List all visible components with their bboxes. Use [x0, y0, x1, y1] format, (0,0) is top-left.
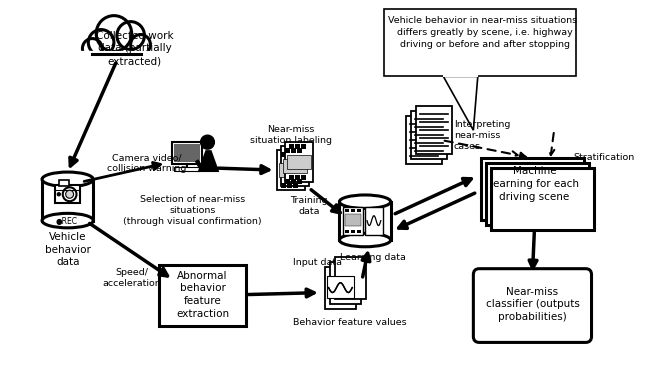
Bar	[174, 144, 200, 162]
Bar	[291, 148, 296, 153]
FancyBboxPatch shape	[473, 269, 592, 342]
Bar	[365, 207, 383, 235]
Circle shape	[131, 35, 150, 54]
Text: Near-miss
classifier (outputs
probabilities): Near-miss classifier (outputs probabilit…	[486, 286, 579, 322]
Bar	[345, 230, 349, 233]
Circle shape	[96, 16, 132, 51]
Bar	[384, 9, 577, 76]
Bar	[351, 209, 355, 211]
Text: Selection of near-miss
situations
(through visual confirmation): Selection of near-miss situations (throu…	[124, 195, 262, 226]
Bar	[285, 179, 290, 184]
Text: Machine
learning for each
driving scene: Machine learning for each driving scene	[490, 166, 579, 202]
Bar	[297, 179, 302, 184]
Ellipse shape	[42, 172, 93, 186]
Bar	[481, 158, 584, 220]
Bar	[491, 168, 594, 230]
Bar	[281, 146, 309, 186]
Bar	[339, 202, 391, 240]
Text: Input data: Input data	[293, 258, 343, 267]
Bar	[281, 152, 286, 157]
Bar	[289, 144, 294, 149]
Bar	[280, 163, 303, 177]
Bar	[159, 265, 246, 326]
Bar	[172, 142, 202, 164]
Text: Camera video/
collision warning: Camera video/ collision warning	[107, 153, 186, 173]
Bar	[327, 276, 354, 298]
Bar	[357, 230, 361, 233]
Circle shape	[201, 135, 214, 149]
Circle shape	[57, 193, 60, 196]
Bar	[287, 155, 311, 169]
Circle shape	[117, 22, 144, 50]
Bar	[411, 111, 447, 159]
Text: Training
data: Training data	[290, 196, 328, 216]
Bar	[283, 159, 307, 173]
Bar	[293, 152, 298, 157]
Bar	[278, 150, 305, 190]
Bar	[293, 183, 298, 188]
Bar	[343, 207, 363, 235]
Text: Speed/
acceleration: Speed/ acceleration	[102, 268, 161, 288]
Bar	[345, 209, 349, 211]
Bar	[287, 183, 292, 188]
Text: Vehicle
behavior
data: Vehicle behavior data	[45, 232, 90, 267]
Bar	[281, 183, 286, 188]
Bar	[287, 152, 292, 157]
Text: Vehicle behavior in near-miss situations
  differs greatly by scene, i.e. highwa: Vehicle behavior in near-miss situations…	[387, 16, 577, 49]
Bar	[351, 230, 355, 233]
Bar	[58, 180, 69, 186]
Bar	[324, 267, 356, 308]
Text: Abnormal
behavior
feature
extraction: Abnormal behavior feature extraction	[176, 271, 229, 319]
Ellipse shape	[42, 213, 93, 228]
Bar	[174, 167, 200, 171]
Circle shape	[88, 29, 114, 56]
Bar	[301, 175, 306, 180]
Ellipse shape	[339, 233, 391, 247]
Text: Collected work
data (partially
extracted): Collected work data (partially extracted…	[96, 31, 174, 66]
Ellipse shape	[339, 195, 391, 209]
Bar	[285, 148, 290, 153]
Bar	[486, 163, 589, 225]
Bar	[42, 179, 93, 220]
Bar	[297, 148, 302, 153]
Text: Learning data: Learning data	[340, 253, 406, 262]
Bar	[81, 50, 152, 62]
Bar	[285, 142, 313, 182]
Text: Interpreting
near-miss
cases: Interpreting near-miss cases	[454, 120, 510, 151]
Circle shape	[83, 38, 102, 59]
Text: ●REC: ●REC	[56, 217, 78, 226]
Bar	[335, 257, 366, 298]
Bar	[357, 209, 361, 211]
Bar	[345, 214, 361, 226]
Text: Behavior feature values: Behavior feature values	[293, 317, 407, 326]
Polygon shape	[443, 76, 478, 130]
Text: Stratification: Stratification	[574, 153, 635, 162]
Bar	[291, 179, 296, 184]
Bar	[289, 175, 294, 180]
Bar	[295, 144, 300, 149]
Circle shape	[63, 187, 77, 201]
Bar	[406, 116, 442, 164]
Bar	[301, 144, 306, 149]
Circle shape	[66, 190, 73, 198]
Bar	[295, 175, 300, 180]
Bar	[55, 185, 81, 203]
Bar	[416, 106, 452, 154]
Text: Near-miss
situation labeling: Near-miss situation labeling	[250, 125, 332, 145]
Bar	[330, 262, 361, 304]
Polygon shape	[198, 150, 219, 172]
